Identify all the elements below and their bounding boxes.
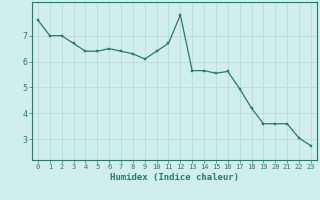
X-axis label: Humidex (Indice chaleur): Humidex (Indice chaleur) (110, 173, 239, 182)
